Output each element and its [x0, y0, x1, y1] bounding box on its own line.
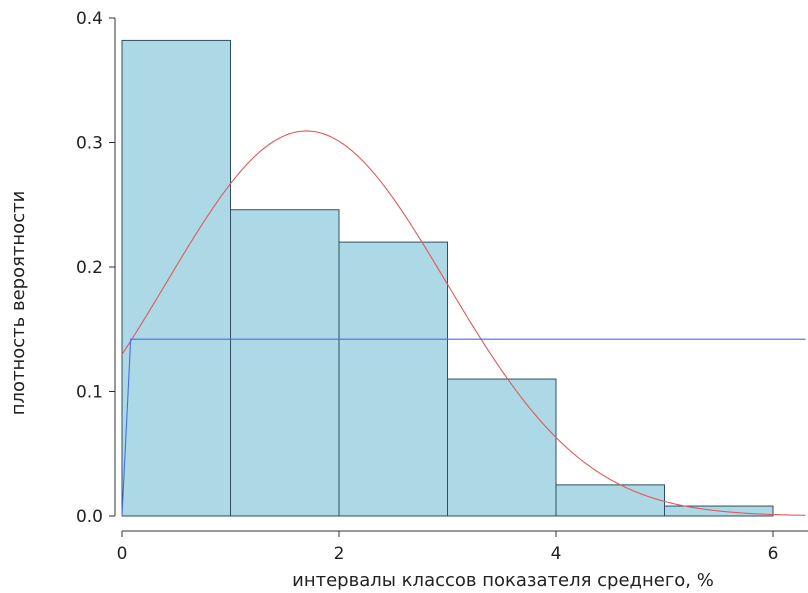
x-tick-label: 2 — [334, 544, 345, 564]
y-tick-label: 0.3 — [76, 134, 103, 154]
histogram-bar-2 — [230, 209, 340, 517]
x-axis-ticks: 0 2 4 6 — [117, 531, 779, 564]
y-tick-label: 0.1 — [76, 383, 103, 403]
density-curves — [121, 130, 806, 517]
x-tick-label: 4 — [551, 544, 562, 564]
normal-density-curve — [121, 130, 806, 516]
y-axis-title: плотность вероятности — [8, 191, 29, 416]
y-tick-label: 0.0 — [76, 507, 103, 527]
x-tick-label: 6 — [768, 544, 779, 564]
x-axis-title: интервалы классов показателя среднего, % — [292, 570, 714, 591]
axes: 0.0 0.1 0.2 0.3 0.4 0 2 4 6 — [76, 9, 808, 564]
histogram-bars — [121, 39, 774, 517]
uniform-density-line — [121, 338, 806, 517]
x-tick-label: 0 — [117, 544, 128, 564]
y-tick-label: 0.2 — [76, 258, 103, 278]
y-axis-ticks: 0.0 0.1 0.2 0.3 0.4 — [76, 9, 115, 527]
histogram-bar-1 — [121, 39, 231, 517]
histogram-bar-4 — [447, 378, 557, 517]
histogram-bar-5 — [555, 484, 665, 517]
histogram-bar-3 — [338, 241, 448, 517]
y-tick-label: 0.4 — [76, 9, 103, 29]
